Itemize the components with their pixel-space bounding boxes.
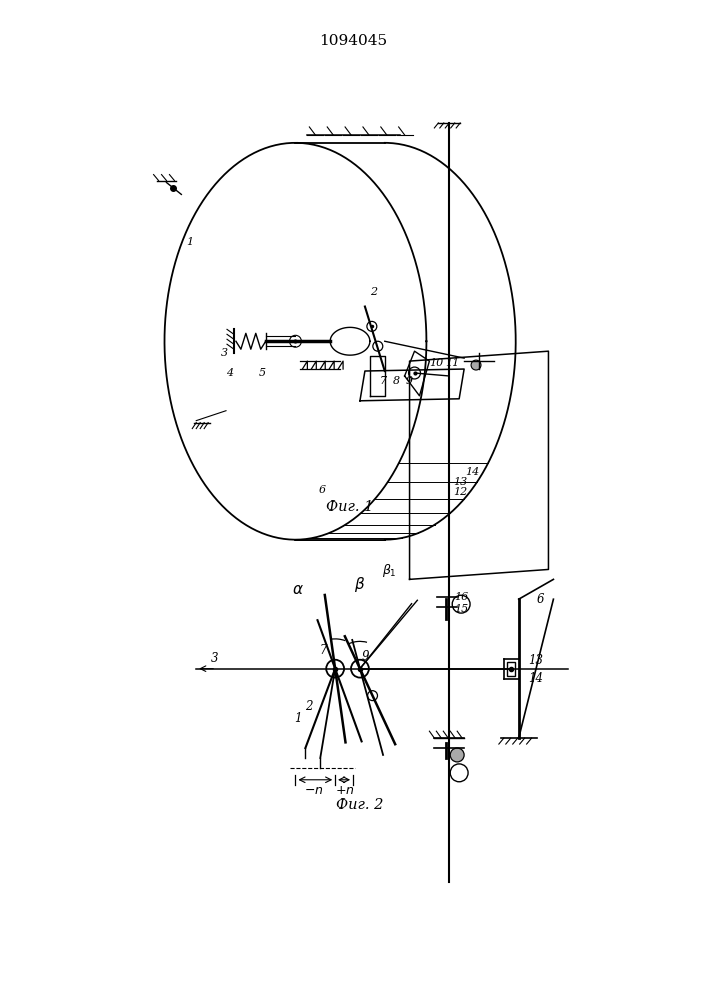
Text: 6: 6 — [537, 593, 544, 606]
Text: 12: 12 — [453, 487, 467, 497]
Text: 14: 14 — [465, 467, 479, 477]
Text: 8: 8 — [392, 376, 400, 386]
Text: Фиг. 1: Фиг. 1 — [327, 500, 374, 514]
Circle shape — [289, 335, 301, 347]
Text: 15: 15 — [454, 604, 469, 614]
Text: $\alpha$: $\alpha$ — [291, 583, 303, 597]
Text: 16: 16 — [454, 592, 469, 602]
Text: $\beta$: $\beta$ — [354, 575, 366, 594]
Text: 10: 10 — [429, 358, 444, 368]
Text: 14: 14 — [529, 672, 544, 685]
Text: 1094045: 1094045 — [319, 34, 387, 48]
Text: 3: 3 — [221, 348, 228, 358]
Text: 4: 4 — [226, 368, 233, 378]
Text: 13: 13 — [453, 477, 467, 487]
Circle shape — [450, 748, 464, 762]
Text: 1: 1 — [187, 237, 194, 247]
Text: 7: 7 — [320, 644, 327, 657]
Text: 2: 2 — [305, 700, 313, 713]
Circle shape — [351, 660, 369, 678]
Text: 13: 13 — [529, 654, 544, 667]
Circle shape — [471, 360, 481, 370]
Text: $+n$: $+n$ — [335, 784, 355, 797]
Text: 6: 6 — [318, 485, 325, 495]
Circle shape — [368, 691, 378, 701]
Text: Фиг. 2: Фиг. 2 — [337, 798, 384, 812]
Text: 9: 9 — [362, 650, 370, 663]
Text: 7: 7 — [380, 376, 387, 386]
Text: 3: 3 — [211, 652, 218, 665]
Circle shape — [326, 660, 344, 678]
Bar — [507, 662, 515, 676]
Text: $-n$: $-n$ — [303, 784, 323, 797]
Text: 11: 11 — [445, 358, 460, 368]
Text: 5: 5 — [259, 368, 266, 378]
Text: 2: 2 — [370, 287, 377, 297]
Circle shape — [367, 321, 377, 331]
Text: $\beta_1$: $\beta_1$ — [382, 562, 397, 579]
Text: 9: 9 — [406, 376, 413, 386]
Text: 1: 1 — [295, 712, 302, 725]
Circle shape — [373, 341, 382, 351]
Circle shape — [409, 367, 421, 379]
